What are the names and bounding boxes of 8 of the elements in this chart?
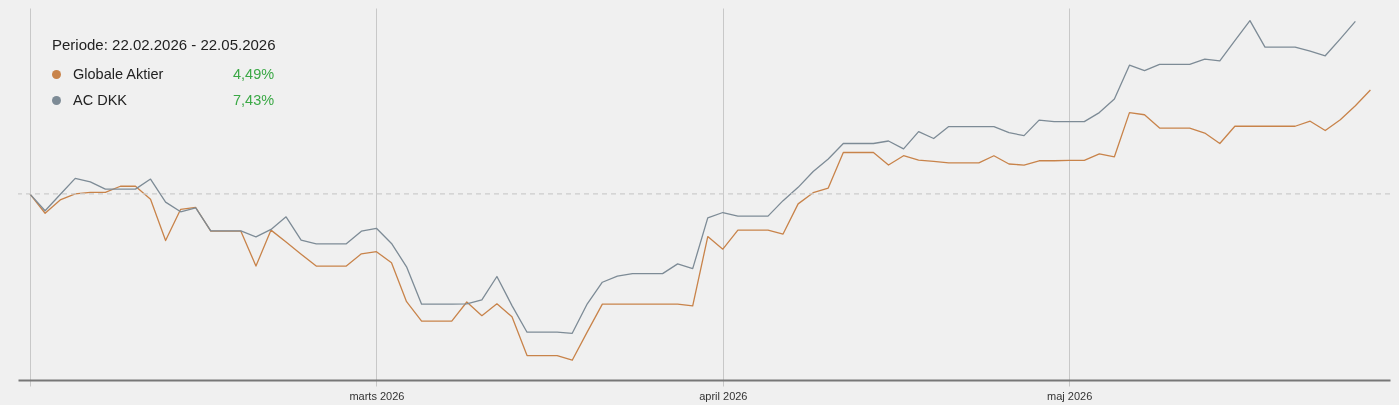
legend-label: AC DKK [73,92,128,108]
annotation: 4,49% [233,66,275,82]
annotation: 7,43% [233,92,275,108]
legend-label: Globale Aktier [73,66,165,82]
x-tick-label: maj 2026 [1047,389,1093,402]
legend-title: Periode: 22.02.2026 - 22.05.2026 [52,36,276,53]
x-tick-label: marts 2026 [349,389,405,402]
x-tick-label: april 2026 [699,389,748,402]
